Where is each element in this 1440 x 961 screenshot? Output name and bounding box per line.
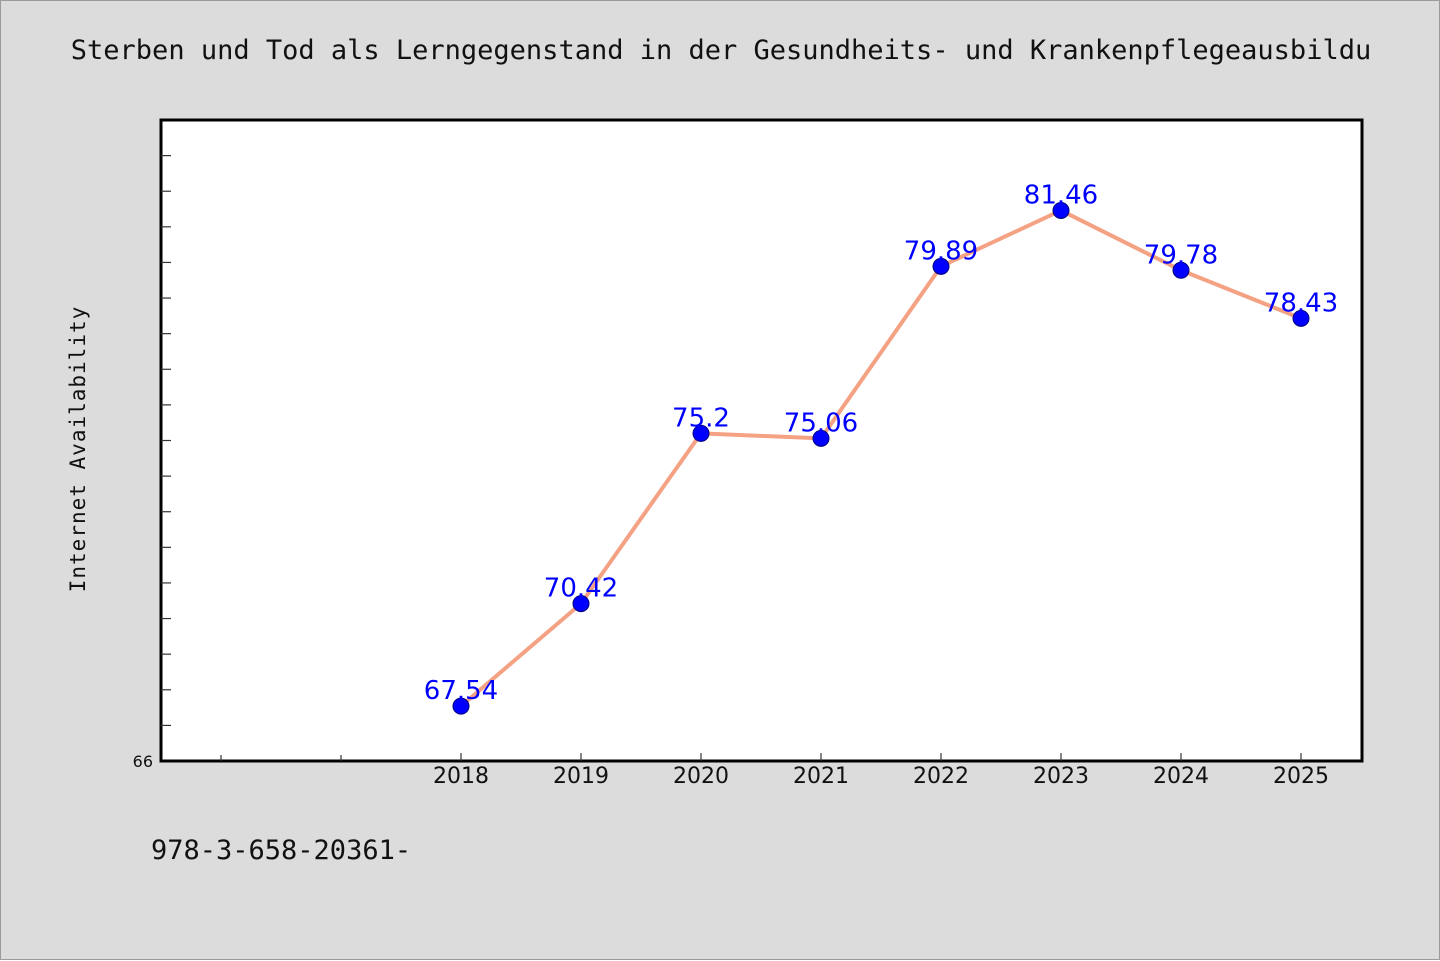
y-axis-title: Internet Availability xyxy=(66,306,90,593)
x-axis-ticks: 2018 2019 2020 2021 2022 2023 2024 2025 xyxy=(220,753,1329,789)
data-point xyxy=(932,257,950,275)
data-point xyxy=(452,697,470,715)
data-point xyxy=(1052,201,1070,219)
data-point xyxy=(692,424,710,442)
x-tick-label: 2021 xyxy=(793,764,849,789)
footnote: 978-3-658-20361- xyxy=(151,835,412,866)
plot-area xyxy=(159,118,1364,763)
x-tick-label: 2023 xyxy=(1033,764,1089,789)
data-point xyxy=(572,595,590,613)
series-line xyxy=(459,208,1303,709)
x-tick-label: 2020 xyxy=(673,764,729,789)
series-markers xyxy=(452,201,1310,715)
data-label: 75.2 xyxy=(672,403,730,433)
data-label: 79.78 xyxy=(1144,240,1218,270)
data-label: 75.06 xyxy=(784,408,858,438)
data-point xyxy=(812,429,830,447)
data-label: 79.89 xyxy=(904,236,978,266)
y-axis-ticks xyxy=(161,155,171,726)
data-label: 67.54 xyxy=(424,676,498,706)
data-label: 81.46 xyxy=(1024,180,1098,210)
y-tick-label: 66 xyxy=(133,752,153,771)
data-point xyxy=(1292,309,1310,327)
data-point xyxy=(1172,261,1190,279)
x-tick-label: 2025 xyxy=(1273,764,1329,789)
data-labels: 67.54 70.42 75.2 75.06 79.89 81.46 79.78 78.43 xyxy=(424,180,1338,706)
x-tick-label: 2019 xyxy=(553,764,609,789)
data-label: 70.42 xyxy=(544,574,618,604)
chart-title: Sterben und Tod als Lerngegenstand in de… xyxy=(70,35,1372,66)
x-tick-label: 2022 xyxy=(913,764,969,789)
x-tick-label: 2024 xyxy=(1153,764,1209,789)
x-tick-label: 2018 xyxy=(433,764,489,789)
data-label: 78.43 xyxy=(1264,288,1338,318)
